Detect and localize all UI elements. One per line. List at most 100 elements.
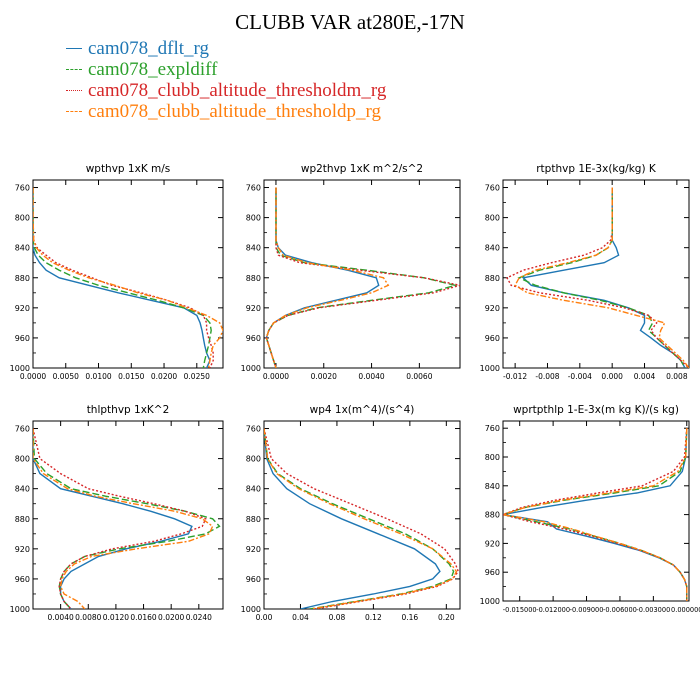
series-line-1 <box>264 428 441 609</box>
figure-title: CLUBB VAR at280E,-17N <box>235 10 465 34</box>
x-tick-label: 0.0200 <box>158 613 184 622</box>
subplot-title: wp2thvp 1xK m^2/s^2 <box>301 163 423 175</box>
subplot-3: rtpthvp 1E-3x(kg/kg) K 760 800 840 880 920 960… <box>480 163 690 381</box>
y-tick-label: 1000 <box>241 364 261 373</box>
x-tick-label: 0.0080 <box>75 613 101 622</box>
y-tick-label: 920 <box>246 304 261 313</box>
x-tick-label: -0.012000 <box>536 606 570 614</box>
plot-frame <box>263 179 461 369</box>
x-tick-label: 0.0100 <box>85 372 111 381</box>
y-tick-label: 880 <box>485 274 500 283</box>
y-tick-label: 880 <box>15 515 30 524</box>
y-tick-label: 920 <box>246 545 261 554</box>
x-tick-label: 0.20 <box>438 613 455 622</box>
x-tick-label: 0.000 <box>601 372 623 381</box>
x-tick-label: -0.006000 <box>603 606 637 614</box>
y-tick-label: 800 <box>15 455 30 464</box>
y-tick-label: 1000 <box>480 597 500 606</box>
y-tick-label: 1000 <box>241 605 261 614</box>
y-tick-label: 760 <box>246 184 261 193</box>
legend-item-thresholdm: cam078_clubb_altitude_thresholdm_rg <box>66 80 386 101</box>
y-tick-label: 960 <box>485 568 500 577</box>
series-line-4 <box>514 187 689 368</box>
subplot-title: rtpthvp 1E-3x(kg/kg) K <box>536 163 657 175</box>
y-tick-label: 960 <box>485 334 500 343</box>
series-line-2 <box>33 187 212 368</box>
x-tick-label: 0.08 <box>329 613 346 622</box>
x-tick-label: 0.004 <box>634 372 656 381</box>
y-tick-label: 840 <box>15 244 30 253</box>
y-tick-label: 920 <box>15 545 30 554</box>
series-line-3 <box>506 187 689 368</box>
series-line-1 <box>33 187 211 368</box>
y-tick-label: 920 <box>485 539 500 548</box>
y-tick-label: 1000 <box>10 605 30 614</box>
legend-label-thresholdp: cam078_clubb_altitude_thresholdp_rg <box>88 101 382 122</box>
y-tick-label: 760 <box>246 425 261 434</box>
subplot-2: wp2thvp 1xK m^2/s^2 760 800 840 880 920 960 100… <box>241 163 461 381</box>
y-tick-label: 840 <box>485 244 500 253</box>
series-line-2 <box>503 428 688 601</box>
series-line-3 <box>33 428 207 609</box>
legend-swatch-expldiff <box>66 69 82 70</box>
series-line-3 <box>265 187 460 368</box>
x-tick-label: 0.008 <box>666 372 688 381</box>
series-line-2 <box>517 187 686 368</box>
legend-label-expldiff: cam078_expldiff <box>88 59 218 80</box>
x-tick-label: 0.04 <box>292 613 309 622</box>
x-tick-label: 0.0160 <box>130 613 156 622</box>
subplot-title: thlpthvp 1xK^2 <box>87 404 170 416</box>
legend-swatch-thresholdm <box>66 90 82 91</box>
series-line-3 <box>503 428 688 601</box>
plot-frame <box>502 179 690 369</box>
series-line-1 <box>33 428 193 609</box>
legend-label-thresholdm: cam078_clubb_altitude_thresholdm_rg <box>88 80 387 101</box>
y-tick-label: 760 <box>15 425 30 434</box>
x-tick-label: 0.0040 <box>358 372 384 381</box>
x-tick-label: 0.0150 <box>118 372 144 381</box>
y-tick-label: 880 <box>15 274 30 283</box>
y-tick-label: 760 <box>15 184 30 193</box>
x-tick-label: 0.0020 <box>311 372 337 381</box>
y-tick-label: 800 <box>246 455 261 464</box>
subplot-1: wpthvp 1xK m/s76080084088092096010000.00… <box>10 163 224 381</box>
legend-item-expldiff: cam078_expldiff <box>66 59 386 80</box>
legend-item-dflt: cam078_dflt_rg <box>66 38 386 59</box>
plot-frame <box>32 179 224 369</box>
series-line-3 <box>264 428 459 609</box>
plot-frame <box>32 420 224 610</box>
series-line-4 <box>264 428 458 609</box>
x-tick-label: 0.0240 <box>186 613 212 622</box>
y-tick-label: 960 <box>15 334 30 343</box>
series-line-3 <box>33 187 214 368</box>
x-tick-label: 0.0000 <box>20 372 46 381</box>
y-tick-label: 840 <box>246 485 261 494</box>
y-tick-label: 960 <box>246 334 261 343</box>
series-line-4 <box>503 428 688 601</box>
y-tick-label: 840 <box>246 244 261 253</box>
legend-label-dflt: cam078_dflt_rg <box>88 38 210 59</box>
y-tick-label: 800 <box>485 453 500 462</box>
plot-frame <box>263 420 461 610</box>
y-tick-label: 760 <box>485 424 500 433</box>
y-tick-label: 800 <box>485 214 500 223</box>
series-line-4 <box>33 428 214 609</box>
subplot-title: wprtpthlp 1-E-3x(m kg K)/(s kg) <box>513 404 679 416</box>
x-tick-label: 0.00 <box>256 613 273 622</box>
x-tick-label: -0.008 <box>535 372 559 381</box>
x-tick-label: 0.0200 <box>151 372 177 381</box>
subplot-title: wpthvp 1xK m/s <box>86 163 171 175</box>
x-tick-label: 0.0050 <box>53 372 79 381</box>
y-tick-label: 800 <box>15 214 30 223</box>
y-tick-label: 960 <box>246 575 261 584</box>
series-line-2 <box>33 428 221 609</box>
legend-swatch-dflt <box>66 48 82 49</box>
x-tick-label: 0.12 <box>365 613 382 622</box>
x-tick-label: 0.000000 <box>671 606 700 614</box>
x-tick-label: 0.16 <box>402 613 419 622</box>
y-tick-label: 960 <box>15 575 30 584</box>
legend-swatch-thresholdp <box>66 111 82 112</box>
series-line-4 <box>265 187 390 368</box>
